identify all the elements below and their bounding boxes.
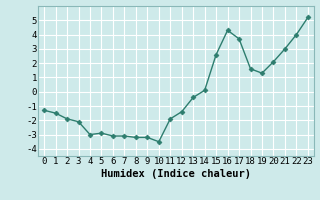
X-axis label: Humidex (Indice chaleur): Humidex (Indice chaleur) xyxy=(101,169,251,179)
